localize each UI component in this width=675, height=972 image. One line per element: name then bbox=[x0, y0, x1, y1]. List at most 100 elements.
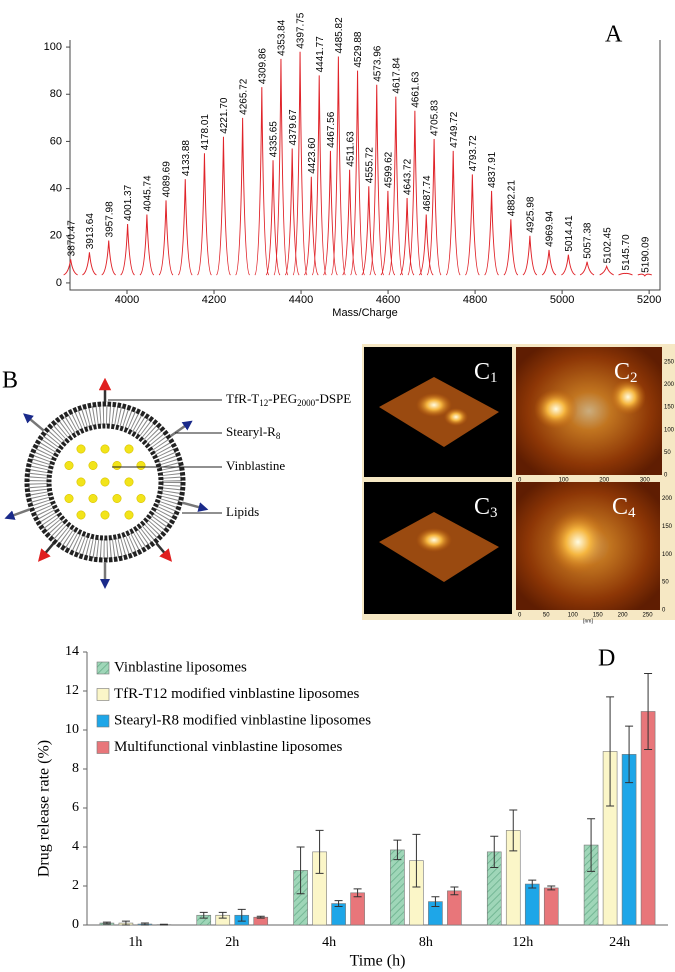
peak bbox=[158, 200, 174, 276]
afm-peak bbox=[416, 393, 452, 417]
x-tick-label: 4000 bbox=[115, 294, 139, 306]
legend-swatch bbox=[96, 741, 110, 754]
afm-x-tick: 100 bbox=[568, 613, 579, 619]
peak bbox=[407, 110, 423, 276]
afm-y-tick: 150 bbox=[662, 524, 673, 530]
error-bar bbox=[296, 846, 305, 895]
peak-label: 4882.21 bbox=[506, 180, 517, 217]
peak-label: 4045.74 bbox=[143, 175, 154, 212]
y-tick-label: 100 bbox=[44, 41, 62, 53]
y-tick-label: 60 bbox=[50, 135, 62, 147]
error-bar bbox=[587, 818, 596, 872]
error-bar bbox=[218, 911, 227, 919]
component-label: Vinblastine bbox=[226, 458, 285, 473]
error-bar bbox=[334, 900, 343, 907]
drug-dot bbox=[100, 510, 110, 520]
y-tick-label: 0 bbox=[56, 277, 62, 289]
peak-label: 4485.82 bbox=[334, 17, 345, 54]
error-bar bbox=[528, 879, 537, 889]
x-tick-label: 5200 bbox=[637, 294, 661, 306]
peak bbox=[445, 150, 461, 276]
afm-y-tick: 200 bbox=[664, 382, 675, 388]
y-tick-label: 6 bbox=[72, 800, 79, 815]
peak bbox=[522, 235, 538, 276]
peak-label: 4555.72 bbox=[364, 147, 375, 184]
bar bbox=[524, 883, 540, 926]
afm-y-tick: 100 bbox=[664, 427, 675, 433]
bar bbox=[543, 887, 559, 926]
label-letter: C bbox=[612, 494, 628, 520]
afm-peak bbox=[416, 528, 452, 552]
y-tick-label: 14 bbox=[65, 644, 79, 659]
afm-unit: [nm] bbox=[583, 618, 593, 624]
x-tick-label: 4600 bbox=[376, 294, 400, 306]
y-tick-label: 4 bbox=[72, 839, 79, 854]
drug-dot bbox=[136, 460, 146, 470]
error-bar bbox=[256, 915, 265, 919]
panel-b: B TfR-T12-PEG2000-DSPE Stearyl-R8 Vinblasti… bbox=[2, 368, 351, 589]
y-tick-label: 20 bbox=[50, 230, 62, 242]
image-label: C3 bbox=[474, 494, 498, 522]
drug-dot bbox=[112, 460, 122, 470]
peak-label: 4441.77 bbox=[315, 36, 326, 73]
afm-peak bbox=[610, 379, 646, 415]
afm-y-tick: 150 bbox=[664, 405, 675, 411]
y-tick-label: 2 bbox=[72, 878, 79, 893]
afm-x-tick: 300 bbox=[640, 478, 651, 484]
label-part: 12 bbox=[259, 398, 268, 408]
peak bbox=[197, 153, 212, 276]
error-bar bbox=[509, 809, 518, 852]
x-axis-label: Mass/Charge bbox=[332, 307, 397, 319]
legend-label: Vinblastine liposomes bbox=[114, 659, 247, 675]
x-axis-label: Time (h) bbox=[350, 953, 406, 970]
afm-peak bbox=[444, 408, 468, 426]
error-bar bbox=[490, 835, 499, 868]
peak-label: 4599.62 bbox=[384, 151, 395, 188]
panel-a: A 0 20 40 60 80 100 4000 4200 4400 4600 4800 5000 520… bbox=[44, 12, 662, 319]
error-bar bbox=[237, 908, 246, 922]
x-tick-label: 4400 bbox=[289, 294, 313, 306]
afm-peak bbox=[534, 389, 578, 429]
image-label: C1 bbox=[474, 359, 498, 387]
peak bbox=[426, 139, 442, 276]
error-bar bbox=[199, 911, 208, 919]
error-bar bbox=[547, 885, 556, 891]
peak bbox=[265, 160, 281, 276]
drug-dot bbox=[112, 493, 122, 503]
ligand-arrow bbox=[169, 420, 193, 438]
peak-label: 4353.84 bbox=[277, 19, 288, 56]
error-bar bbox=[606, 696, 615, 807]
peak-label: 4511.63 bbox=[345, 131, 356, 167]
peak-label: 4467.56 bbox=[326, 111, 337, 148]
label-index: 2 bbox=[630, 370, 638, 386]
label-part: 2000 bbox=[297, 398, 316, 408]
x-tick-label: 4200 bbox=[202, 294, 226, 306]
peak-label: 4617.84 bbox=[391, 57, 402, 94]
peak bbox=[177, 179, 193, 276]
peak bbox=[63, 259, 78, 276]
bar bbox=[350, 892, 365, 926]
peak bbox=[484, 190, 499, 276]
drug-dot bbox=[124, 444, 134, 454]
afm-x-tick: 200 bbox=[599, 478, 610, 484]
peak bbox=[350, 70, 366, 276]
peak-label: 3870.47 bbox=[66, 220, 77, 257]
drug-dot bbox=[64, 493, 74, 503]
peak-label: 5190.09 bbox=[640, 236, 651, 273]
error-bar bbox=[121, 920, 130, 926]
peak bbox=[82, 252, 97, 276]
peak-label: 4573.96 bbox=[372, 45, 383, 82]
lipid-tails bbox=[28, 405, 182, 559]
peak-label: 4925.98 bbox=[526, 196, 537, 233]
panel-d: D 0 2 4 6 8 10 12 14 Drug release rate (%) Time (h… bbox=[36, 644, 668, 970]
peak bbox=[369, 84, 385, 276]
peak bbox=[541, 249, 557, 276]
drug-dot bbox=[124, 477, 134, 487]
drug-dot bbox=[76, 477, 86, 487]
error-bar bbox=[159, 923, 168, 926]
legend-label: Multifunctional vinblastine liposomes bbox=[114, 739, 342, 755]
peak-label: 4423.60 bbox=[307, 137, 318, 174]
ligand-arrow bbox=[181, 501, 209, 512]
afm-y-tick: 250 bbox=[664, 359, 675, 365]
